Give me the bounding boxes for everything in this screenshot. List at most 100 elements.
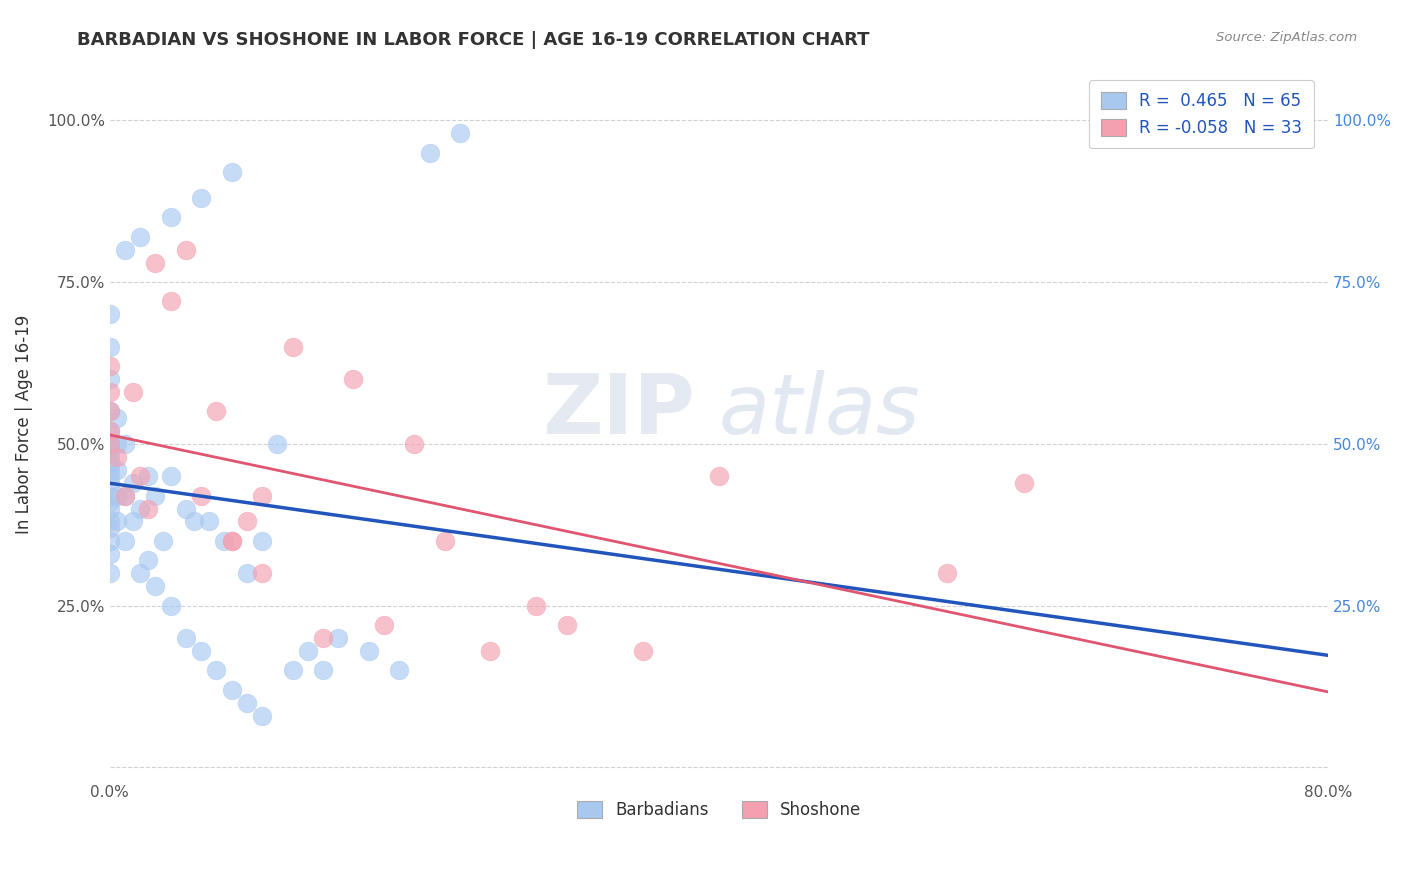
Point — [145, 489, 167, 503]
Point — [121, 515, 143, 529]
Point — [250, 708, 273, 723]
Point — [190, 489, 212, 503]
Point — [205, 404, 228, 418]
Point — [136, 553, 159, 567]
Point — [250, 489, 273, 503]
Point — [136, 501, 159, 516]
Point — [98, 515, 121, 529]
Point — [114, 489, 136, 503]
Y-axis label: In Labor Force | Age 16-19: In Labor Force | Age 16-19 — [15, 315, 32, 534]
Point — [114, 533, 136, 548]
Point — [707, 469, 730, 483]
Point — [98, 547, 121, 561]
Text: Source: ZipAtlas.com: Source: ZipAtlas.com — [1216, 31, 1357, 45]
Point — [98, 404, 121, 418]
Text: atlas: atlas — [718, 369, 921, 450]
Point — [312, 631, 335, 645]
Point — [281, 340, 304, 354]
Point — [183, 515, 205, 529]
Point — [404, 437, 426, 451]
Point — [159, 469, 181, 483]
Point — [98, 566, 121, 581]
Point — [98, 385, 121, 400]
Point — [98, 443, 121, 458]
Point — [236, 696, 259, 710]
Point — [98, 489, 121, 503]
Point — [98, 475, 121, 490]
Point — [328, 631, 350, 645]
Point — [98, 340, 121, 354]
Point — [936, 566, 959, 581]
Point — [105, 437, 128, 451]
Point — [145, 579, 167, 593]
Point — [136, 469, 159, 483]
Point — [205, 663, 228, 677]
Point — [449, 126, 471, 140]
Point — [159, 211, 181, 225]
Point — [105, 489, 128, 503]
Point — [212, 533, 235, 548]
Text: ZIP: ZIP — [543, 369, 695, 450]
Point — [631, 644, 654, 658]
Point — [197, 515, 219, 529]
Point — [145, 255, 167, 269]
Point — [373, 618, 395, 632]
Point — [129, 229, 152, 244]
Point — [190, 191, 212, 205]
Point — [190, 644, 212, 658]
Point — [129, 566, 152, 581]
Point — [433, 533, 456, 548]
Point — [312, 663, 335, 677]
Point — [98, 404, 121, 418]
Point — [174, 501, 197, 516]
Point — [98, 437, 121, 451]
Point — [98, 521, 121, 535]
Point — [250, 533, 273, 548]
Point — [221, 533, 243, 548]
Point — [98, 456, 121, 470]
Point — [105, 515, 128, 529]
Point — [555, 618, 578, 632]
Point — [479, 644, 502, 658]
Point — [221, 682, 243, 697]
Point — [98, 501, 121, 516]
Point — [174, 631, 197, 645]
Point — [221, 533, 243, 548]
Point — [98, 533, 121, 548]
Point — [281, 663, 304, 677]
Point — [297, 644, 319, 658]
Point — [159, 599, 181, 613]
Point — [114, 243, 136, 257]
Point — [129, 501, 152, 516]
Point — [98, 372, 121, 386]
Point — [98, 424, 121, 438]
Point — [236, 515, 259, 529]
Point — [357, 644, 380, 658]
Point — [98, 307, 121, 321]
Point — [114, 437, 136, 451]
Point — [524, 599, 547, 613]
Point — [419, 145, 441, 160]
Point — [114, 489, 136, 503]
Point — [98, 424, 121, 438]
Point — [236, 566, 259, 581]
Point — [129, 469, 152, 483]
Point — [105, 411, 128, 425]
Point — [221, 165, 243, 179]
Point — [152, 533, 174, 548]
Point — [388, 663, 411, 677]
Text: BARBADIAN VS SHOSHONE IN LABOR FORCE | AGE 16-19 CORRELATION CHART: BARBADIAN VS SHOSHONE IN LABOR FORCE | A… — [77, 31, 870, 49]
Point — [105, 450, 128, 464]
Point — [98, 495, 121, 509]
Point — [250, 566, 273, 581]
Point — [98, 463, 121, 477]
Point — [159, 294, 181, 309]
Point — [98, 437, 121, 451]
Point — [266, 437, 288, 451]
Point — [121, 385, 143, 400]
Legend: Barbadians, Shoshone: Barbadians, Shoshone — [569, 794, 868, 825]
Point — [174, 243, 197, 257]
Point — [98, 359, 121, 374]
Point — [1012, 475, 1035, 490]
Point — [98, 469, 121, 483]
